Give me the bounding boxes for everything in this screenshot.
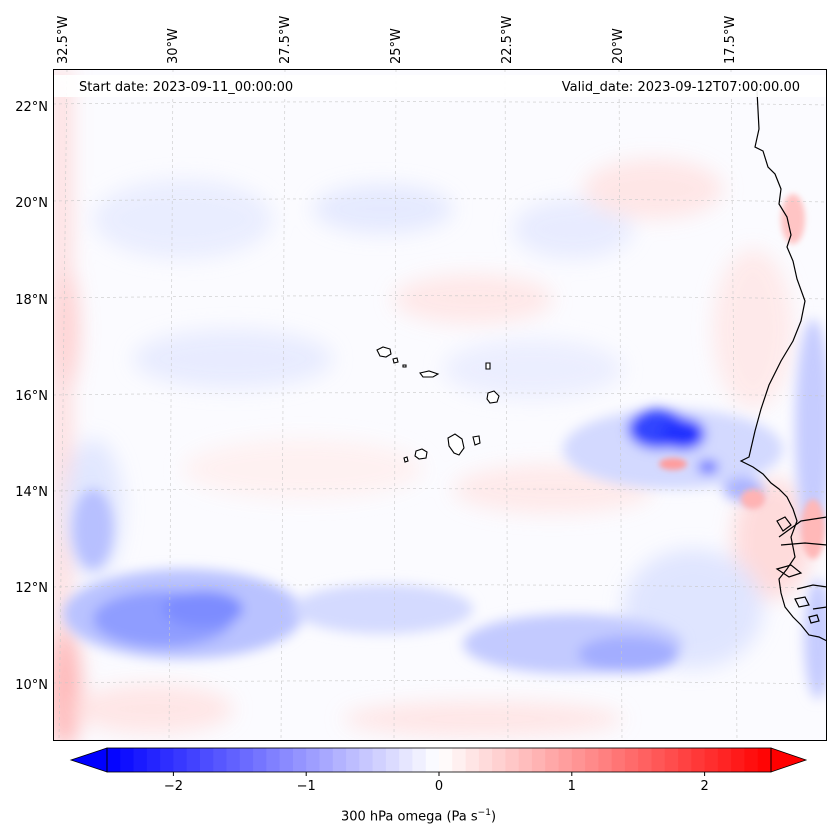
lat-tick-12n: 12°N [15, 581, 48, 596]
colorbar-segment [585, 748, 599, 772]
colorbar-segment [505, 748, 520, 772]
colorbar-segment [186, 748, 201, 772]
lon-tick-17-5w: 17.5°W [723, 16, 738, 64]
lon-tick-27-5w: 27.5°W [278, 16, 293, 64]
lat-tick-22n: 22°N [15, 100, 48, 115]
colorbar-segment [731, 748, 745, 772]
colorbar-tick-label: −1 [297, 779, 316, 794]
colorbar-segment [306, 748, 320, 772]
colorbar-segment [611, 748, 626, 772]
colorbar-segment [638, 748, 652, 772]
colorbar-segment [239, 748, 254, 772]
colorbar-segment [704, 748, 719, 772]
omega-field-map: Start date: 2023-09-11_00:00:00 Valid_da… [53, 69, 827, 741]
colorbar-segment [332, 748, 347, 772]
colorbar-label: 300 hPa omega (Pa s−1) [0, 808, 837, 824]
colorbar-segment [691, 748, 705, 772]
colorbar-segment [120, 748, 134, 772]
cape-verde-islands [376, 346, 500, 463]
lat-tick-14n: 14°N [15, 485, 48, 500]
colorbar-segment [279, 748, 294, 772]
colorbar: −2 −1 0 1 2 [69, 747, 808, 794]
latitude-labels: 22°N 20°N 18°N 16°N 14°N 12°N 10°N [15, 100, 48, 693]
colorbar-segment [492, 748, 506, 772]
colorbar-segment [372, 748, 387, 772]
colorbar-segment [545, 748, 559, 772]
map-frame [53, 69, 827, 741]
lat-tick-18n: 18°N [15, 293, 48, 308]
lon-tick-32-5w: 32.5°W [56, 16, 71, 64]
colorbar-extend-max [770, 747, 808, 773]
valid-date-label: Valid_date: 2023-09-12T07:00:00.00 [562, 80, 800, 95]
colorbar-tick-label: 0 [435, 779, 443, 794]
colorbar-segment [664, 748, 679, 772]
africa-coastline [739, 90, 827, 642]
lon-tick-22-5w: 22.5°W [500, 16, 515, 64]
colorbar-segment [253, 748, 267, 772]
colorbar-segment [465, 748, 480, 772]
colorbar-segment [359, 748, 373, 772]
lon-tick-20w: 20°W [611, 28, 626, 64]
header-strip [53, 75, 827, 97]
colorbar-ticks: −2 −1 0 1 2 [164, 772, 709, 794]
colorbar-label-suffix: ) [490, 809, 497, 825]
omega-field-negative [63, 319, 827, 699]
graticule [53, 69, 827, 741]
colorbar-segment [160, 748, 174, 772]
colorbar-segment [266, 748, 281, 772]
colorbar-extend-min [69, 747, 108, 773]
colorbar-segment [518, 748, 533, 772]
colorbar-segment [717, 748, 732, 772]
colorbar-label-exponent: −1 [477, 808, 491, 818]
colorbar-segment [425, 748, 440, 772]
colorbar-segment [385, 748, 400, 772]
colorbar-tick-label: −2 [164, 779, 183, 794]
colorbar-segment [133, 748, 148, 772]
map-panel: Start date: 2023-09-11_00:00:00 Valid_da… [53, 69, 827, 741]
colorbar-segment [213, 748, 227, 772]
lon-tick-25w: 25°W [389, 28, 404, 64]
colorbar-segment [624, 748, 639, 772]
colorbar-segment [678, 748, 692, 772]
lat-tick-10n: 10°N [15, 678, 48, 693]
longitude-labels: 32.5°W 30°W 27.5°W 25°W 22.5°W 20°W 17.5… [56, 16, 738, 64]
colorbar-segment [598, 748, 613, 772]
colorbar-segment [439, 748, 453, 772]
colorbar-segment [319, 748, 334, 772]
lon-tick-30w: 30°W [166, 28, 181, 64]
colorbar-segment [107, 748, 121, 772]
colorbar-segment [531, 748, 546, 772]
omega-field-weak [53, 69, 813, 741]
colorbar-segment [651, 748, 666, 772]
colorbar-segment [744, 748, 759, 772]
colorbar-segment [173, 748, 188, 772]
colorbar-segments [107, 748, 772, 772]
colorbar-segment [399, 748, 413, 772]
colorbar-segment [571, 748, 586, 772]
colorbar-segment [346, 748, 360, 772]
colorbar-segment [199, 748, 214, 772]
colorbar-tick-label: 1 [568, 779, 576, 794]
colorbar-segment [558, 748, 573, 772]
colorbar-segment [292, 748, 307, 772]
colorbar-tick-label: 2 [700, 779, 708, 794]
lat-tick-16n: 16°N [15, 389, 48, 404]
colorbar-segment [226, 748, 241, 772]
lat-tick-20n: 20°N [15, 196, 48, 211]
colorbar-segment [478, 748, 493, 772]
colorbar-segment [412, 748, 427, 772]
colorbar-segment [146, 748, 161, 772]
start-date-label: Start date: 2023-09-11_00:00:00 [79, 80, 293, 95]
colorbar-segment [452, 748, 466, 772]
colorbar-segment [757, 748, 772, 772]
colorbar-label-text: 300 hPa omega (Pa s [340, 809, 478, 825]
